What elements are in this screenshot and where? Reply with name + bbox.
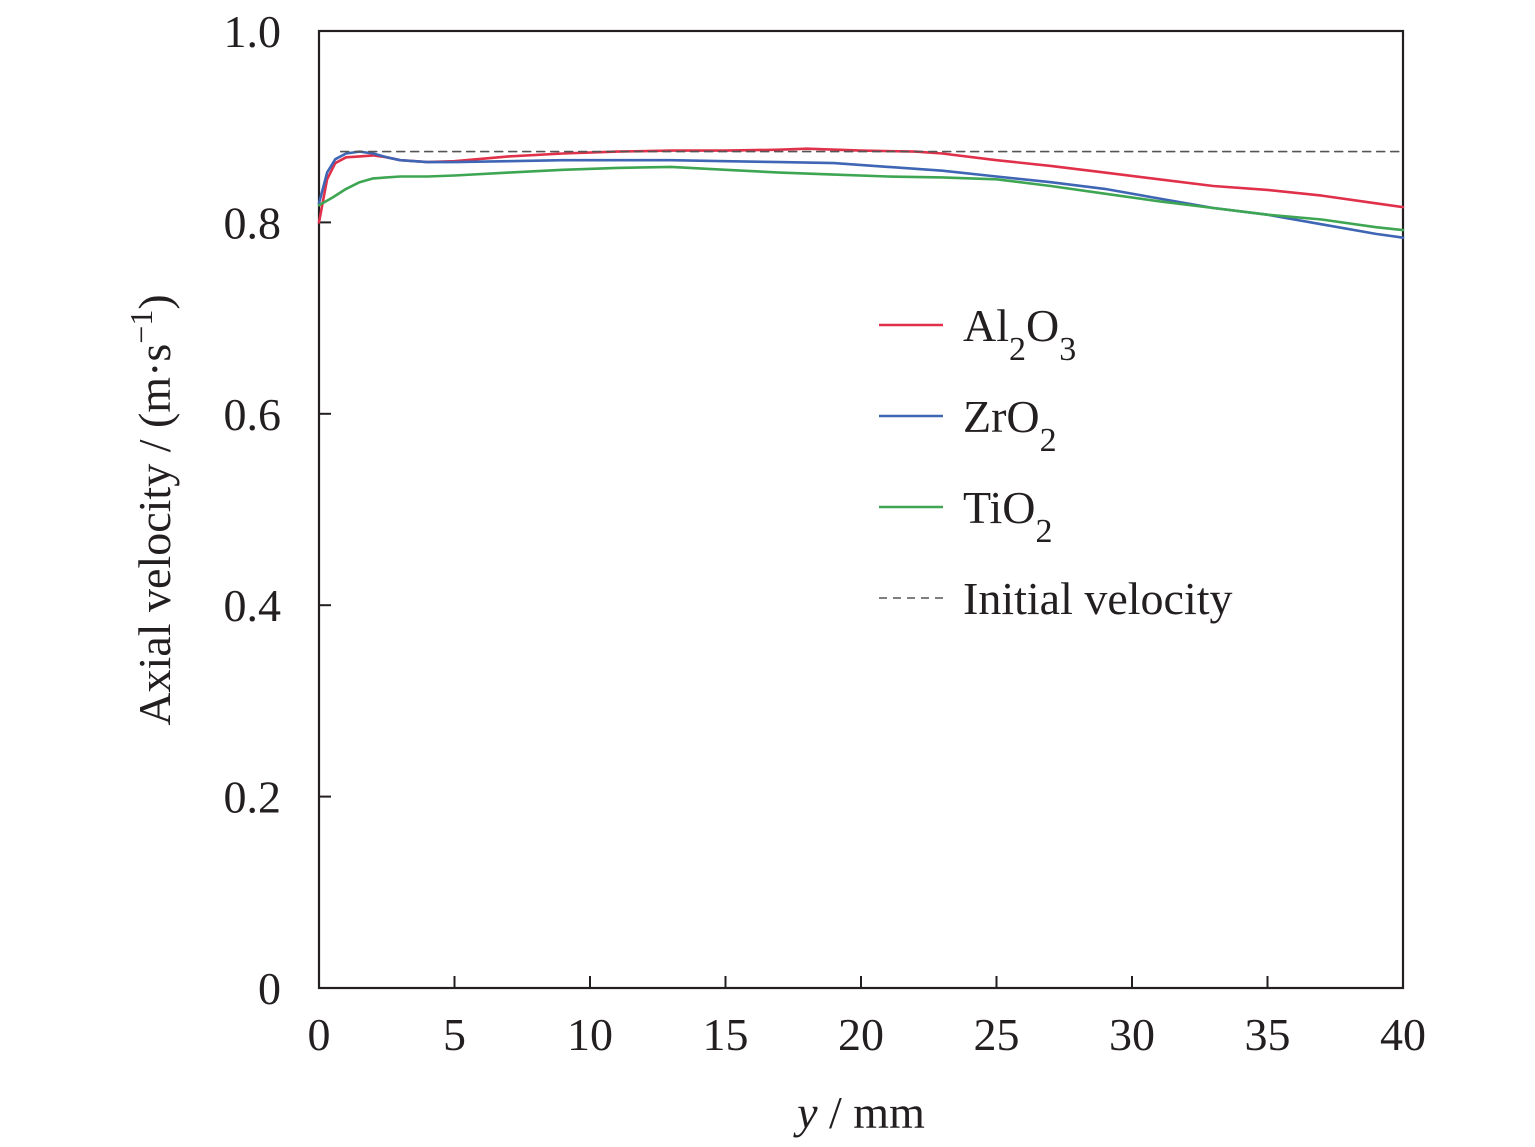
legend: Al2O3 ZrO2 TiO2 Initial velocity: [879, 300, 1233, 624]
x-axis-title: y / mm: [793, 1087, 925, 1138]
y-tick-label: 1.0: [224, 6, 282, 57]
x-tick-label: 5: [443, 1009, 466, 1060]
y-tick-label: 0.8: [224, 197, 282, 248]
series-line-tio2: [317, 165, 1405, 232]
x-tick-label: 30: [1109, 1009, 1155, 1060]
series-line-al2o3: [317, 147, 1405, 224]
y-tick-label: 0.2: [224, 772, 282, 823]
y-axis-title-close: ): [129, 294, 180, 309]
x-tick-label: 35: [1245, 1009, 1291, 1060]
y-axis-title-main: Axial velocity / (m·s: [129, 344, 180, 726]
y-tick-label: 0: [258, 963, 281, 1014]
x-tick-label: 0: [308, 1009, 331, 1060]
legend-label: TiO2: [963, 482, 1052, 550]
x-tick-label: 20: [838, 1009, 884, 1060]
legend-label: Al2O3: [963, 300, 1076, 368]
x-tick-label: 40: [1380, 1009, 1426, 1060]
legend-label: ZrO2: [963, 391, 1057, 459]
series-line-zro2: [317, 150, 1405, 239]
x-axis-variable: y: [793, 1087, 818, 1138]
series-layer: [317, 147, 1405, 239]
x-tick-label: 10: [567, 1009, 613, 1060]
y-axis-title-sup: −1: [123, 310, 159, 344]
ticks: 0 5 10 15 20 25 30 35 40 0 0.2 0.4 0.6 0.8 1.0: [224, 6, 1427, 1060]
x-axis-unit: / mm: [818, 1087, 926, 1138]
x-tick-label: 15: [703, 1009, 749, 1060]
x-tick-label: 25: [974, 1009, 1020, 1060]
legend-label: Initial velocity: [963, 573, 1233, 624]
y-tick-label: 0.6: [224, 389, 282, 440]
y-tick-label: 0.4: [224, 580, 282, 631]
y-axis-title: Axial velocity / (m·s−1): [123, 294, 180, 725]
